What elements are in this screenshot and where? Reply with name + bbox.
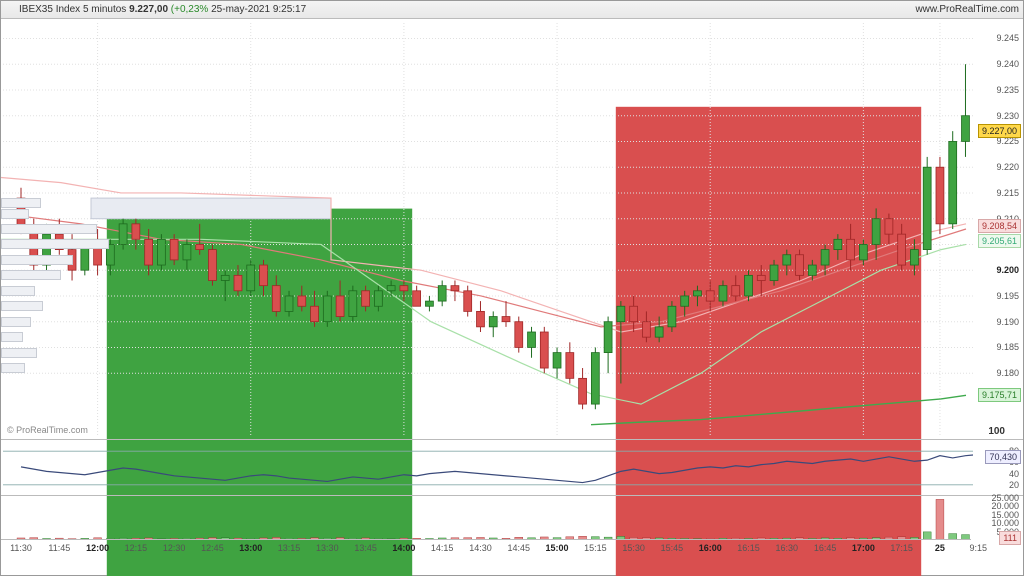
chart-window: IBEX35 Index 5 minutos 9.227,00 (+0,23% … <box>0 0 1024 576</box>
volume-panel[interactable]: 25.00020.00015.00010.0005.000111 11:3011… <box>1 495 1023 555</box>
x-tick: 9:15 <box>969 543 987 553</box>
watermark: © ProRealTime.com <box>7 425 88 435</box>
titlebar: IBEX35 Index 5 minutos 9.227,00 (+0,23% … <box>1 1 1023 19</box>
x-tick: 12:00 <box>86 543 109 553</box>
x-tick: 16:00 <box>699 543 722 553</box>
x-tick: 16:30 <box>776 543 799 553</box>
y-tick: 9.190 <box>996 317 1019 327</box>
osc-y-tick: 20 <box>1009 480 1019 490</box>
vol-value-tag: 111 <box>999 531 1021 545</box>
price-tag: 9.208,54 <box>978 219 1021 233</box>
scale-100-label: 100 <box>988 426 1005 437</box>
y-tick: 9.195 <box>996 291 1019 301</box>
price-tag: 9.227,00 <box>978 124 1021 138</box>
y-tick: 9.220 <box>996 162 1019 172</box>
x-tick: 13:30 <box>316 543 339 553</box>
y-tick: 9.230 <box>996 111 1019 121</box>
y-tick: 9.215 <box>996 188 1019 198</box>
osc-value-tag: 70,430 <box>985 450 1021 464</box>
x-tick: 15:45 <box>661 543 684 553</box>
candle-icon <box>5 5 15 15</box>
x-tick: 12:15 <box>125 543 148 553</box>
y-tick: 9.240 <box>996 59 1019 69</box>
x-tick: 13:15 <box>278 543 301 553</box>
x-tick: 15:00 <box>546 543 569 553</box>
x-tick: 16:45 <box>814 543 837 553</box>
x-tick: 15:30 <box>622 543 645 553</box>
x-axis: 11:30 11:45 12:00 12:15 12:30 12:45 13:00 13:15… <box>1 539 971 555</box>
price-tag: 9.205,61 <box>978 234 1021 248</box>
x-tick: 17:00 <box>852 543 875 553</box>
x-tick: 17:15 <box>890 543 913 553</box>
x-tick: 12:30 <box>163 543 186 553</box>
y-tick: 9.245 <box>996 33 1019 43</box>
y-tick: 9.185 <box>996 342 1019 352</box>
x-tick: 14:15 <box>431 543 454 553</box>
x-tick: 15:15 <box>584 543 607 553</box>
x-tick: 13:00 <box>239 543 262 553</box>
x-tick: 13:45 <box>354 543 377 553</box>
oscillator-panel[interactable]: 8060402070,430 <box>1 439 1023 495</box>
y-tick: 9.235 <box>996 85 1019 95</box>
price-tag: 9.175,71 <box>978 388 1021 402</box>
x-tick: 14:30 <box>469 543 492 553</box>
x-tick: 12:45 <box>201 543 224 553</box>
x-tick: 14:45 <box>507 543 530 553</box>
osc-y-tick: 40 <box>1009 469 1019 479</box>
y-tick: 9.200 <box>996 265 1019 275</box>
x-tick: 25 <box>935 543 945 553</box>
x-tick: 14:00 <box>392 543 415 553</box>
x-tick: 11:30 <box>10 543 32 553</box>
x-tick: 11:45 <box>48 543 70 553</box>
y-tick: 9.180 <box>996 368 1019 378</box>
price-chart[interactable]: 9.2459.2409.2359.2309.2259.2209.2159.210… <box>1 19 1023 439</box>
x-tick: 16:15 <box>737 543 760 553</box>
